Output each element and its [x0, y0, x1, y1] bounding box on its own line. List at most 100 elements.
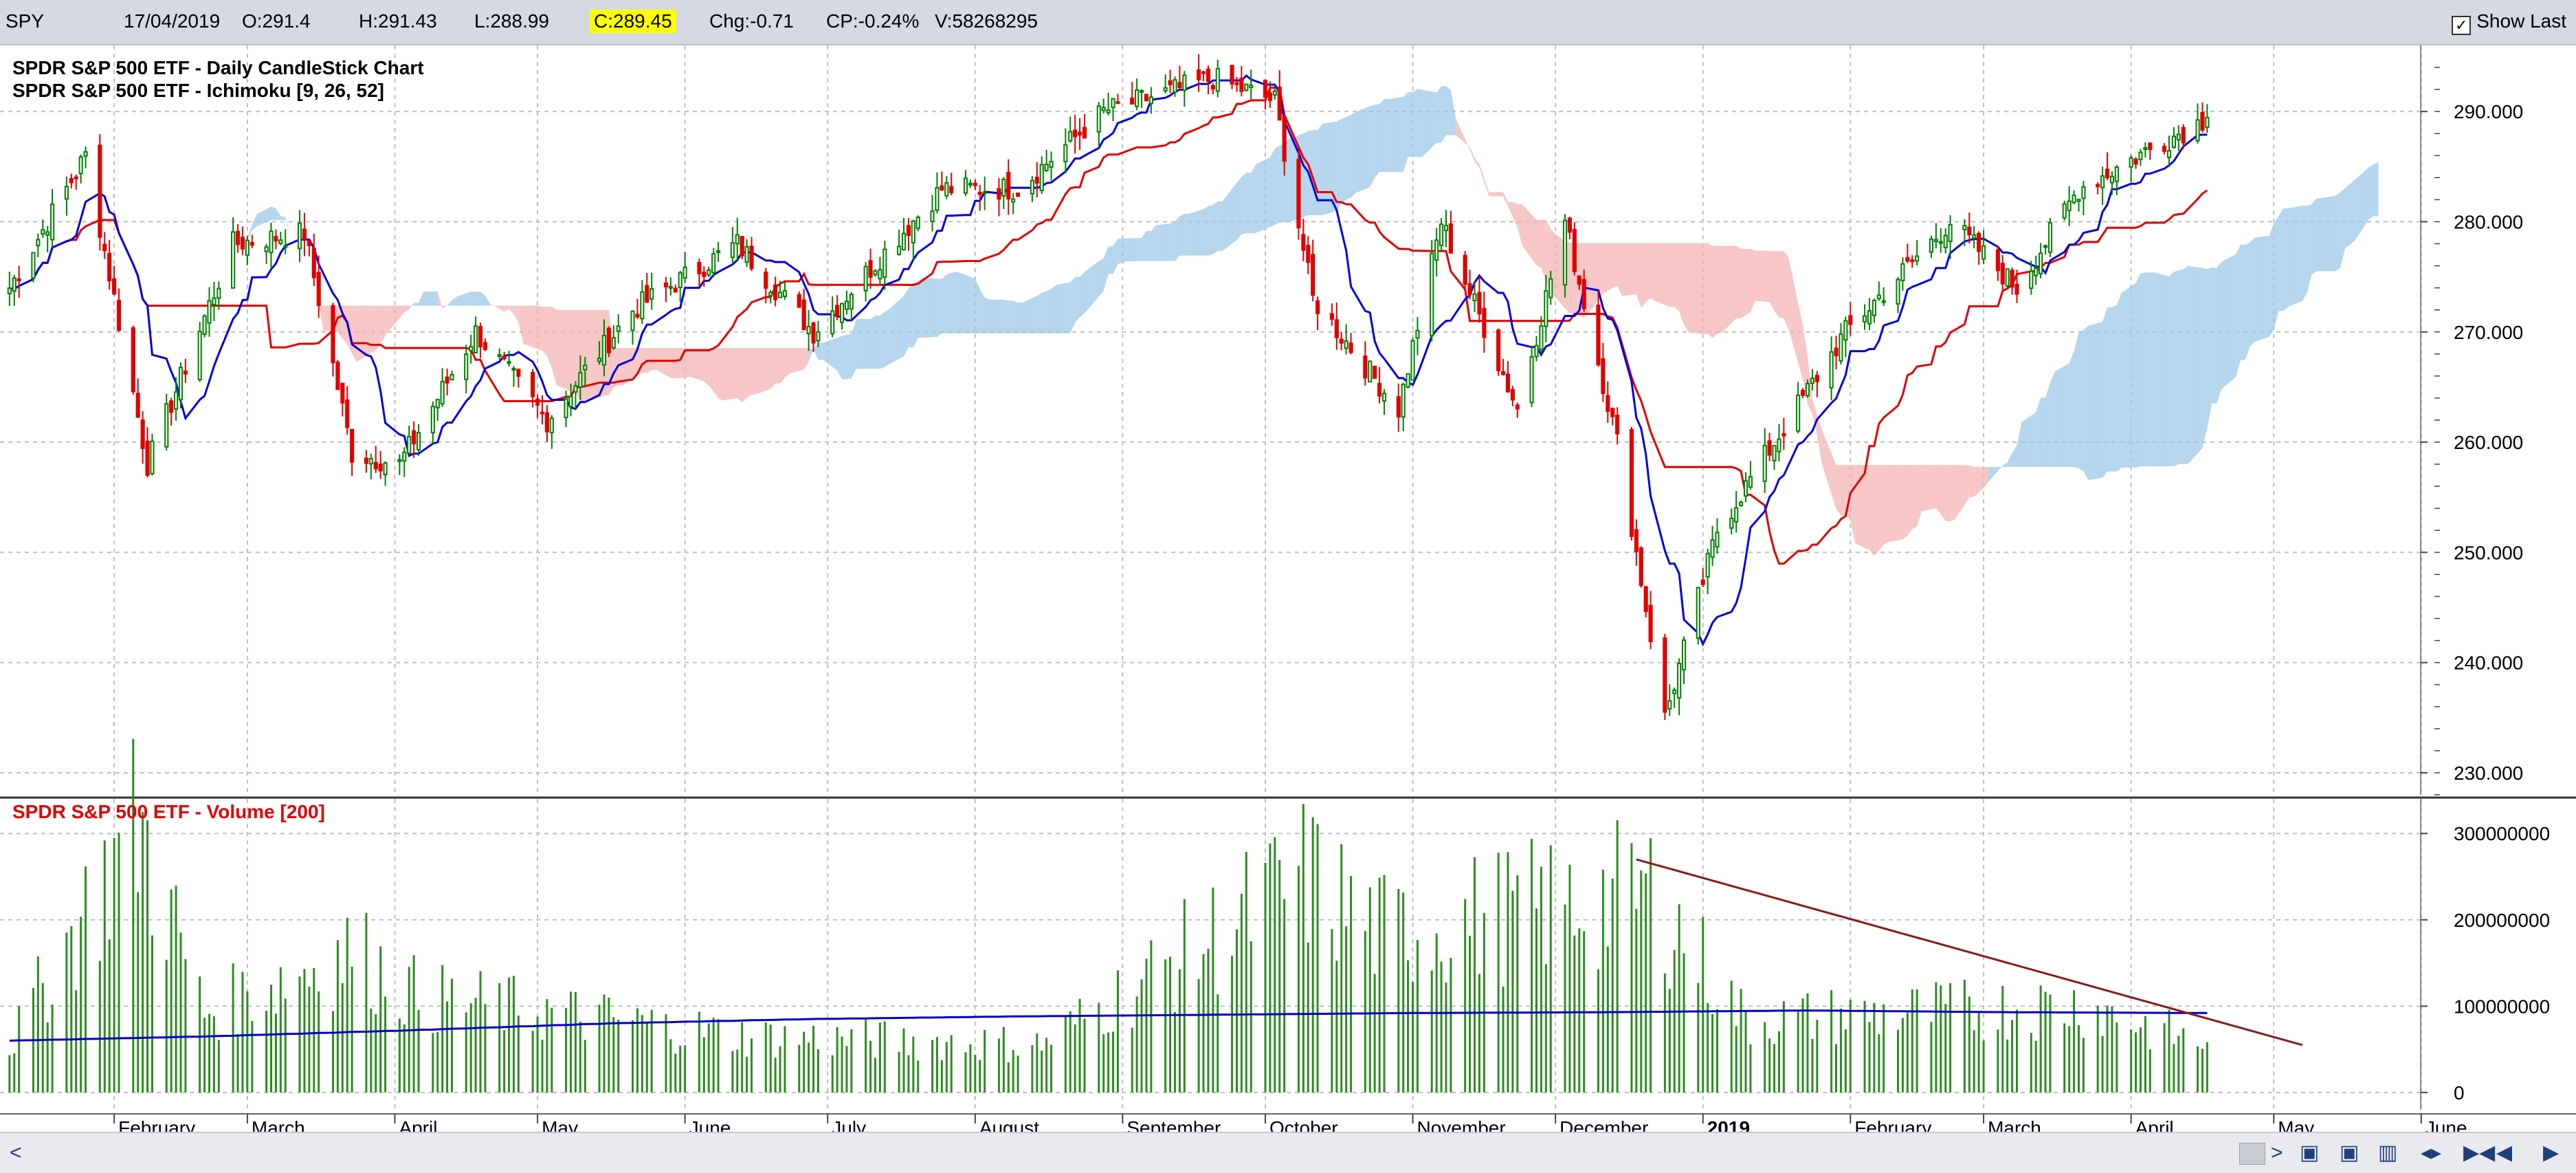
cloud-bull-segment [2045, 382, 2050, 468]
candle-body [1267, 92, 1272, 101]
candle-body [297, 222, 302, 250]
candle-body [1977, 232, 1981, 252]
cloud-bear-segment [1917, 465, 1922, 527]
scroll-left-icon[interactable]: < [10, 1141, 22, 1164]
candle-body [1748, 476, 1753, 488]
candle-body [707, 269, 711, 276]
date-tick-label: November [1417, 1117, 1506, 1132]
candle-body [982, 191, 987, 195]
cloud-bear-segment [523, 305, 538, 349]
candle-body [549, 417, 554, 434]
candle-body [249, 241, 254, 246]
prev-icon[interactable]: ◀ [2496, 1141, 2513, 1164]
candle-body [2014, 283, 2019, 295]
cloud-bull-segment [2036, 397, 2041, 468]
candle-body [402, 451, 407, 462]
candle-body [1610, 408, 1615, 417]
cloud-bull-segment [2069, 351, 2074, 468]
candle-body [844, 300, 850, 310]
candle-body [1639, 547, 1643, 586]
cloud-bull-segment [1051, 285, 1056, 333]
candle-body [1210, 85, 1215, 90]
candle-body [2133, 158, 2138, 165]
cloud-bear-segment [780, 348, 785, 384]
checkbox-check-icon[interactable]: ✓ [2452, 16, 2472, 35]
candle-body [878, 269, 882, 280]
scrollbar-thumb[interactable] [2239, 1143, 2265, 1165]
candle-body [1562, 219, 1568, 286]
cloud-bull-segment [1122, 238, 1137, 262]
next-icon[interactable]: ▶ [2543, 1141, 2560, 1164]
candle-body [1329, 313, 1334, 320]
candle-body [645, 285, 649, 303]
ichimoku-cloud [185, 86, 2379, 556]
scroll-right-icon[interactable]: > [2271, 1141, 2283, 1164]
cloud-bull-segment [185, 285, 190, 289]
candle-body [302, 228, 307, 240]
cloud-bull-segment [2078, 329, 2084, 472]
cloud-bull-segment [204, 270, 210, 280]
cloud-bull-segment [2250, 237, 2255, 347]
candle-body [1282, 116, 1287, 162]
show-last-checkbox[interactable]: ✓ Show Last [2452, 10, 2566, 35]
cloud-bull-segment [2088, 321, 2103, 481]
cloud-bear-segment [1555, 234, 1570, 314]
candle-body [1663, 637, 1667, 713]
candle-body [1130, 97, 1135, 105]
candle-body [1334, 319, 1339, 338]
candle-body [2176, 133, 2181, 141]
cloud-bull-segment [1417, 89, 1423, 157]
cloud-bear-segment [1717, 245, 1722, 334]
cloud-bear-segment [1788, 257, 1803, 380]
candle-body [611, 337, 616, 349]
cloud-bear-segment [1479, 164, 1485, 182]
reset-zoom-icon[interactable]: ▥ [2378, 1141, 2398, 1164]
cloud-bull-segment [937, 278, 942, 337]
cloud-bull-segment [1175, 216, 1180, 261]
cloud-bear-segment [1755, 250, 1770, 303]
zoom-in-icon[interactable]: ▣ [2300, 1141, 2320, 1164]
cloud-bull-segment [1336, 118, 1342, 211]
cloud-bear-segment [1622, 243, 1636, 296]
candle-body [140, 419, 145, 450]
candle-body [782, 290, 788, 298]
candle-body [407, 436, 412, 454]
cloud-bull-segment [1103, 246, 1109, 292]
candle-body [1933, 239, 1938, 243]
cloud-bear-segment [618, 348, 623, 386]
cloud-bear-segment [1907, 465, 1913, 536]
candle-body [777, 292, 783, 298]
cloud-bull-segment [956, 272, 970, 333]
candle-body [1073, 129, 1078, 138]
candle-body [1030, 179, 1034, 195]
candle-body [1539, 325, 1544, 351]
cloud-bear-segment [542, 307, 547, 356]
cloud-bull-segment [2188, 265, 2203, 464]
cloud-bull-segment [2254, 236, 2269, 342]
first-page-icon[interactable]: ◂▸ [2421, 1141, 2442, 1164]
candle-body [1101, 107, 1106, 111]
candle-body [1315, 300, 1320, 314]
cloud-bull-segment [1341, 117, 1346, 204]
previous-page-icon[interactable]: ▶◀ [2463, 1141, 2496, 1164]
cloud-bear-segment [1836, 465, 1841, 516]
cloud-bull-segment [1346, 115, 1351, 200]
candle-body [445, 376, 449, 384]
volume-lines [9, 858, 2303, 1046]
candle-body [1900, 263, 1905, 282]
cloud-bull-segment [1013, 300, 1019, 333]
zoom-out-icon[interactable]: ▣ [2340, 1141, 2360, 1164]
cloud-bull-segment [913, 281, 918, 348]
cloud-bear-segment [1821, 429, 1836, 509]
cloud-bull-segment [2350, 179, 2355, 245]
cloud-bull-segment [1236, 177, 1242, 241]
cloud-bear-segment [437, 291, 443, 309]
candle-body [2166, 150, 2172, 158]
candle-body [1596, 305, 1601, 366]
candle-body [911, 220, 915, 244]
cloud-bull-segment [1355, 106, 1370, 193]
cloud-bull-segment [1241, 173, 1247, 234]
cloud-bear-segment [1902, 465, 1908, 540]
candle-body [730, 242, 735, 259]
candle-body [1681, 639, 1687, 671]
